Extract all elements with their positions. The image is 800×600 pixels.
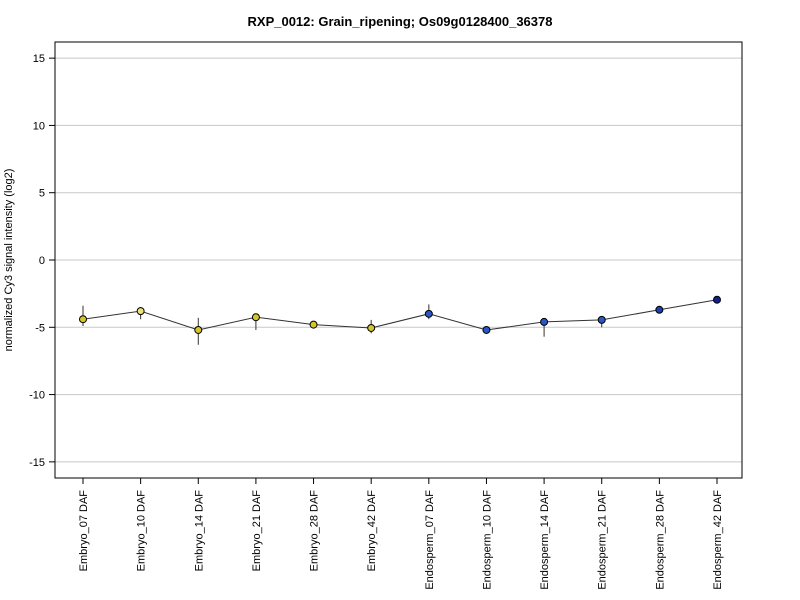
data-point [309, 320, 318, 329]
data-point [194, 325, 203, 334]
y-tick-label: -5 [35, 322, 45, 334]
data-point [597, 315, 606, 324]
x-tick-label: Embryo_07 DAF [78, 490, 90, 572]
x-tick-label: Embryo_14 DAF [193, 490, 205, 572]
series-line [82, 299, 718, 331]
data-point [655, 305, 664, 314]
data-point [136, 307, 145, 316]
y-tick-label: 15 [33, 53, 45, 65]
data-point [251, 313, 260, 322]
x-tick-label: Embryo_42 DAF [366, 490, 378, 572]
x-tick-label: Endosperm_28 DAF [654, 490, 666, 590]
y-tick-label: 10 [33, 120, 45, 132]
y-tick-label: -10 [29, 390, 45, 402]
y-tick-label: 5 [39, 188, 45, 200]
data-point [79, 315, 87, 324]
y-axis: -15 -10 -5 0 5 10 15 [29, 53, 55, 469]
x-axis: Embryo_07 DAF Embryo_10 DAF Embryo_14 DAF E… [78, 478, 724, 590]
x-tick-label: Endosperm_21 DAF [597, 490, 609, 590]
x-tick-label: Endosperm_14 DAF [539, 490, 551, 590]
x-tick-label: Embryo_10 DAF [136, 490, 148, 572]
x-tick-label: Endosperm_42 DAF [712, 490, 724, 590]
data-point [424, 309, 433, 318]
y-tick-label: -15 [29, 457, 45, 469]
x-tick-label: Endosperm_07 DAF [424, 490, 436, 590]
data-series [79, 295, 721, 345]
data-point [367, 323, 376, 332]
x-tick-label: Embryo_28 DAF [309, 490, 321, 572]
plot-frame [54, 41, 743, 479]
x-tick-label: Endosperm_10 DAF [481, 490, 493, 590]
data-point [713, 295, 721, 304]
grid-lines [55, 57, 742, 463]
chart-title: RXP_0012: Grain_ripening; Os09g0128400_3… [248, 14, 553, 29]
data-point [482, 325, 491, 334]
y-axis-label: normalized Cy3 signal intensity (log2) [3, 169, 15, 352]
y-tick-label: 0 [39, 255, 45, 267]
data-point [540, 317, 549, 326]
x-tick-label: Embryo_21 DAF [251, 490, 263, 572]
